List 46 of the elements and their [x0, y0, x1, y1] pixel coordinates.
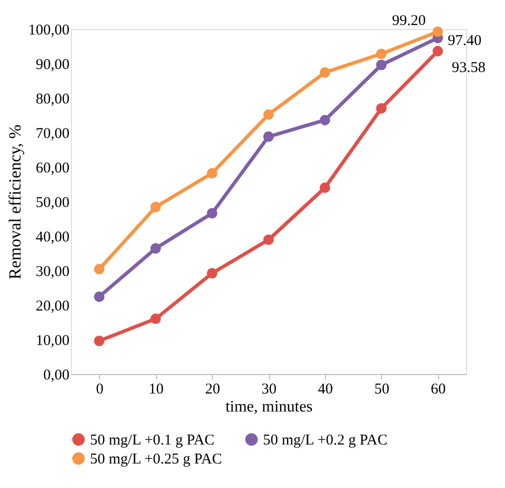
- point: [432, 26, 444, 37]
- y-tick-label: 40,00: [36, 230, 70, 246]
- legend-label: 50 mg/L +0.25 g PAC: [90, 452, 222, 468]
- point: [150, 243, 161, 254]
- y-tick-label: 50,00: [36, 195, 70, 211]
- x-tick-label: 60: [430, 382, 446, 398]
- y-tick-label: 90,00: [36, 57, 70, 73]
- y-tick-label: 80,00: [36, 92, 70, 108]
- y-tick-label: 20,00: [36, 298, 70, 314]
- point: [94, 336, 104, 346]
- y-tick-label: 10,00: [36, 333, 70, 349]
- point: [263, 109, 274, 120]
- y-tick-label: 70,00: [36, 126, 70, 142]
- y-tick-label: 100,00: [28, 22, 70, 38]
- data-label: 93.58: [452, 60, 486, 76]
- point: [94, 264, 104, 274]
- data-label: 97.40: [448, 32, 482, 49]
- point: [206, 168, 218, 178]
- x-tick-label: 20: [205, 382, 220, 398]
- point: [376, 60, 387, 70]
- point: [206, 268, 218, 278]
- x-tick-label: 10: [148, 382, 164, 398]
- point: [263, 131, 274, 142]
- y-tick-label: 0,00: [43, 368, 70, 384]
- point: [320, 114, 330, 126]
- y-axis-title: Removal efficiency, %: [5, 124, 24, 280]
- point: [206, 208, 218, 218]
- x-tick-label: 30: [262, 382, 276, 398]
- point: [320, 182, 330, 193]
- point: [320, 67, 330, 78]
- point: [432, 46, 444, 56]
- legend-label: 50 mg/L +0.2 g PAC: [263, 432, 388, 449]
- x-axis-title: time, minutes: [225, 398, 313, 416]
- point: [376, 48, 387, 60]
- x-tick-label: 50: [374, 382, 390, 398]
- data-label: 99.20: [392, 12, 426, 29]
- point: [150, 202, 161, 212]
- point: [376, 103, 387, 114]
- x-tick-label: 40: [318, 382, 333, 398]
- y-tick-label: 60,00: [36, 160, 70, 176]
- x-tick-label: 0: [96, 382, 104, 398]
- point: [94, 291, 104, 302]
- point: [263, 234, 274, 246]
- point: [150, 314, 161, 324]
- legend-label: 50 mg/L +0.1 g PAC: [90, 432, 214, 449]
- y-tick-label: 30,00: [36, 264, 70, 280]
